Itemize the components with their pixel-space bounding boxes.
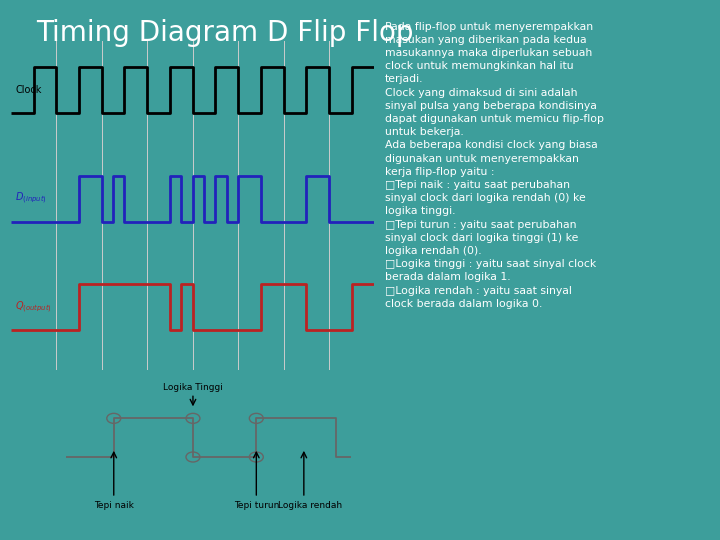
Text: Tepi naik: Tepi naik [94,501,134,510]
Text: $Q_{(output)}$: $Q_{(output)}$ [15,300,53,315]
Text: Clock: Clock [15,85,42,95]
Text: Pada flip-flop untuk menyerempakkan
masukan yang diberikan pada kedua
masukannya: Pada flip-flop untuk menyerempakkan masu… [385,22,604,309]
Text: Logika rendah: Logika rendah [278,501,342,510]
Text: Timing Diagram D Flip Flop: Timing Diagram D Flip Flop [36,19,413,47]
Text: Tepi turun: Tepi turun [233,501,279,510]
Text: $D_{(input)}$: $D_{(input)}$ [15,191,47,206]
Text: Logika Tinggi: Logika Tinggi [163,383,223,392]
